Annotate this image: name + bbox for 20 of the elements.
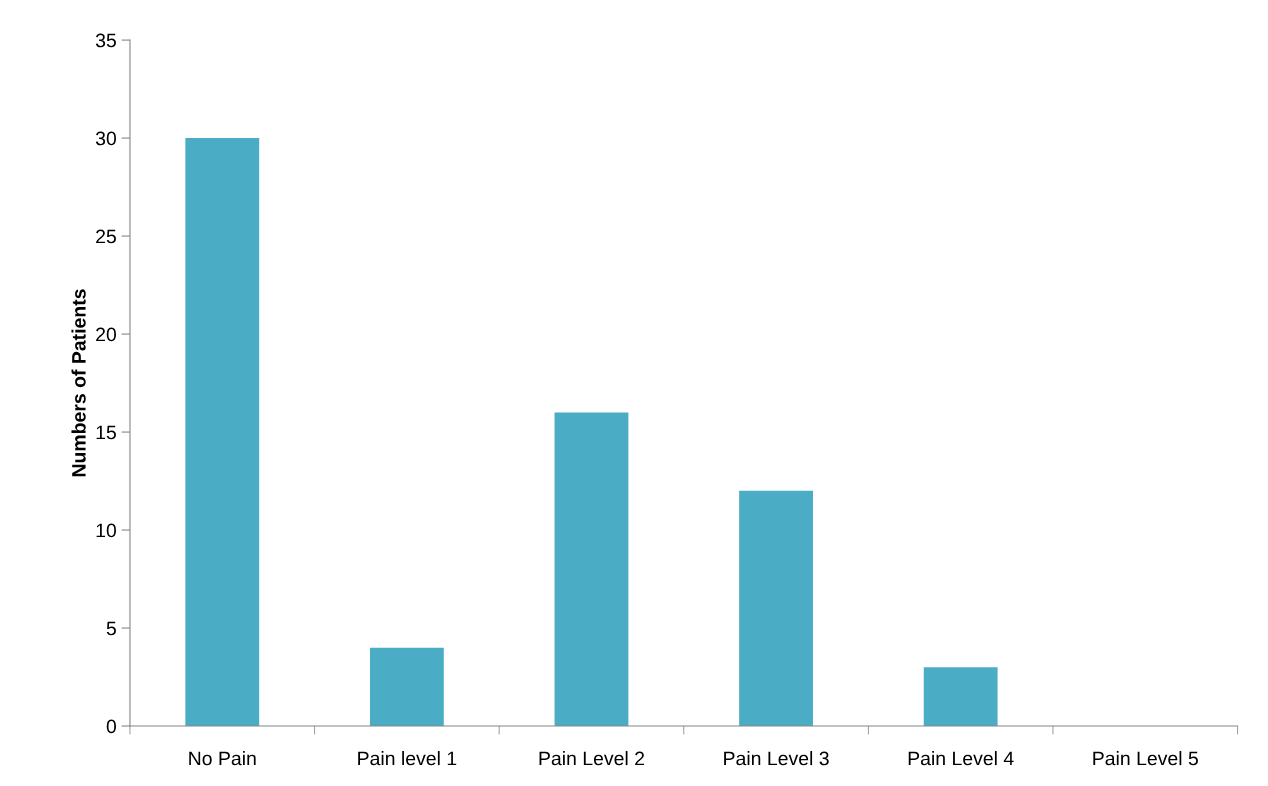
y-tick-label: 5 (106, 621, 116, 636)
y-tick-label: 30 (95, 131, 117, 146)
y-tick-label: 10 (96, 523, 117, 538)
y-tick-label: 15 (96, 425, 116, 440)
bar (185, 138, 260, 727)
bar (923, 667, 998, 727)
x-tick-label: Pain Level 5 (1093, 751, 1198, 766)
bar (369, 647, 444, 727)
x-tick-label: Pain Level 4 (908, 751, 1014, 766)
x-tick-label: Pain Level 2 (539, 751, 645, 766)
y-tick-label: 0 (106, 719, 117, 734)
bar (554, 412, 629, 727)
x-tick-label: Pain level 1 (358, 751, 457, 766)
x-tick-label: No Pain (189, 751, 256, 766)
y-tick-label: 25 (96, 229, 116, 244)
x-tick-label: Pain Level 3 (724, 751, 829, 766)
bar (739, 490, 813, 727)
y-tick-label: 20 (96, 327, 117, 342)
y-axis-title: Numbers of Patients (71, 289, 86, 477)
y-tick-label: 35 (95, 33, 116, 48)
